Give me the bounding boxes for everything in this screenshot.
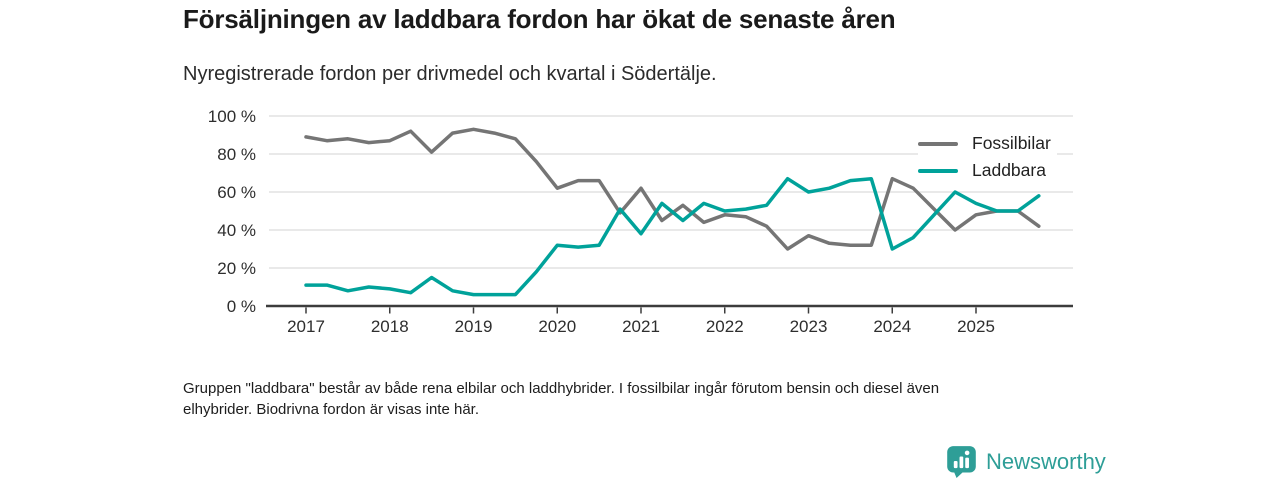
y-axis-label: 80 % [217,145,256,164]
y-axis-label: 40 % [217,221,256,240]
newsworthy-logo: Newsworthy [946,445,1106,478]
laddbara-line [304,176,1041,297]
y-axis-label: 60 % [217,183,256,202]
x-axis-label: 2022 [706,317,744,336]
x-axis-label: 2017 [287,317,325,336]
page-subtitle: Nyregistrerade fordon per drivmedel och … [183,63,717,85]
y-axis-label: 20 % [217,259,256,278]
page-title: Försäljningen av laddbara fordon har öka… [183,4,896,34]
legend-item-fossilbilar: Fossilbilar [918,130,1057,157]
chart-legend: Fossilbilar Laddbara [918,130,1057,184]
legend-label: Laddbara [972,160,1046,180]
y-axis-label: 100 % [208,107,256,126]
x-axis-label: 2024 [873,317,911,336]
x-axis-label: 2019 [455,317,493,336]
fossilbilar-line-swatch [918,141,958,146]
x-axis-label: 2021 [622,317,660,336]
x-axis-label: 2020 [538,317,576,336]
y-axis-label: 0 % [227,297,256,316]
footnote-line-2: elhybrider. Biodrivna fordon är visas in… [183,401,479,418]
x-axis-label: 2025 [957,317,995,336]
footnote-line-1: Gruppen "laddbara" består av både rena e… [183,380,940,397]
laddbara-line-swatch [918,168,958,173]
x-axis-label: 2023 [790,317,828,336]
newsworthy-logo-text: Newsworthy [986,448,1106,474]
x-axis-label: 2018 [371,317,409,336]
chart-footnote: Gruppen "laddbara" består av både rena e… [183,378,939,420]
legend-label: Fossilbilar [972,133,1051,153]
newsworthy-logo-icon [947,446,976,478]
legend-item-laddbara: Laddbara [918,157,1057,184]
